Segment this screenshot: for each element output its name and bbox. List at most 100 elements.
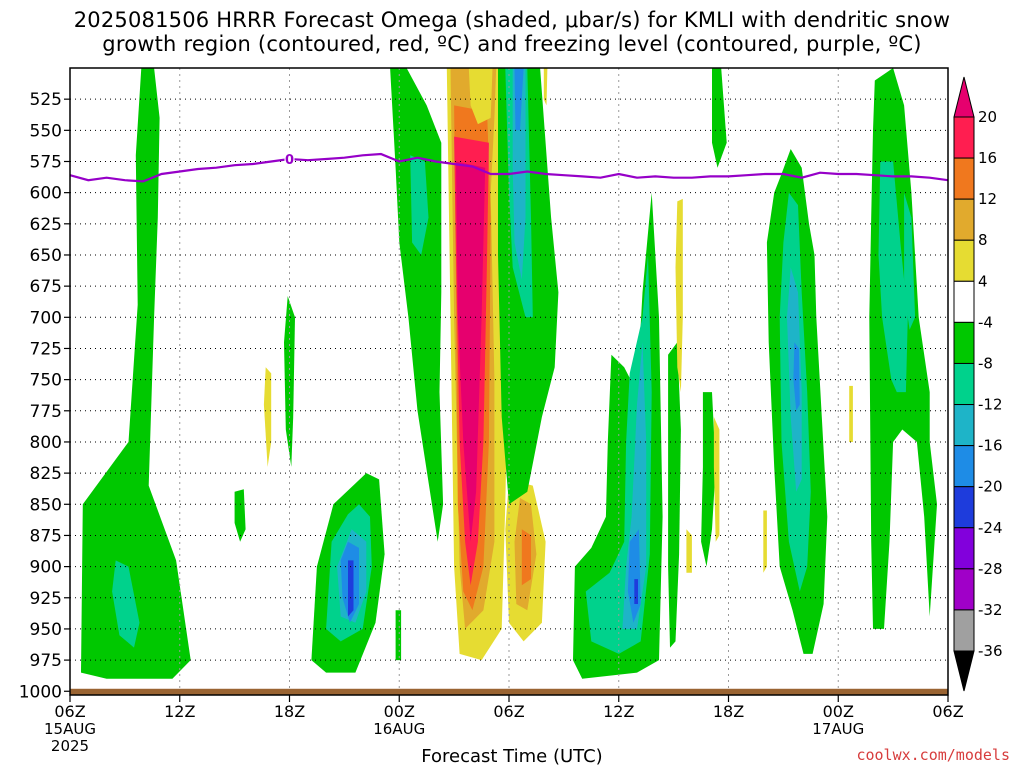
colorbar-swatch-11 — [953, 568, 975, 611]
colorbar-swatch-10 — [953, 527, 975, 570]
x-tick-label-6: 12Z — [164, 702, 195, 721]
omega-region-yellow-small-19z — [763, 510, 767, 573]
colorbar-label-1: 16 — [978, 149, 997, 167]
y-tick-label-800: 800 — [30, 433, 62, 453]
omega-region-yellow-small-17z — [263, 367, 272, 467]
y-tick-label-750: 750 — [30, 371, 62, 391]
y-tick-label-925: 925 — [30, 589, 62, 609]
omega-region-green-small-06z — [514, 410, 526, 467]
chart-title-line1: 2025081506 HRRR Forecast Omega (shaded, … — [73, 8, 951, 32]
x-tick-date-18: 16AUG — [373, 720, 425, 738]
omega-region-teal-blob-09z — [112, 560, 140, 648]
omega-region-green-col-17z-b — [701, 392, 716, 567]
omega-region-yellow-top-05z — [468, 68, 493, 125]
colorbar-swatch-8 — [953, 445, 975, 488]
y-axis: 525 550 575 600 625 650 675 700 725 750 775 800 825 8… — [19, 90, 70, 702]
colorbar-label-9: -20 — [978, 478, 1003, 496]
x-tick-label-30: 12Z — [603, 702, 634, 721]
x-tick-label-12: 18Z — [274, 702, 305, 721]
omega-region-green-blob-15z — [234, 489, 246, 542]
omega-region-dblue-dot-12z — [634, 579, 638, 604]
x-tick-label-24: 06Z — [493, 702, 524, 721]
colorbar-swatch-2 — [953, 198, 975, 241]
omega-region-yellow-dot-23z — [849, 385, 853, 442]
x-tick-label-48: 06Z — [932, 702, 963, 721]
omega-region-green-small-00z — [395, 610, 402, 661]
y-tick-label-725: 725 — [30, 339, 62, 359]
colorbar-swatch-5 — [953, 321, 975, 364]
colorbar-swatch-4 — [953, 280, 975, 323]
omega-region-yellow-col-18z — [713, 417, 720, 542]
y-tick-label-850: 850 — [30, 495, 62, 515]
colorbar-label-12: -32 — [978, 601, 1003, 619]
y-tick-label-950: 950 — [30, 620, 62, 640]
colorbar-bottom-arrow — [953, 650, 975, 692]
freezing-level-label: 0 — [285, 153, 294, 168]
y-tick-label-625: 625 — [30, 215, 62, 235]
colorbar-label-8: -16 — [978, 437, 1003, 455]
x-tick-year-0: 2025 — [51, 737, 89, 755]
y-tick-label-700: 700 — [30, 308, 62, 328]
colorbar-swatch-6 — [953, 362, 975, 406]
omega-region-teal-strip-02z — [904, 192, 916, 330]
chart-title-line2: growth region (contoured, red, ºC) and f… — [102, 32, 922, 56]
y-tick-label-575: 575 — [30, 152, 62, 172]
omega-region-green-col-01z — [390, 68, 444, 542]
freezing-level-contour: 0 — [69, 150, 949, 183]
watermark: coolwx.com/models — [856, 746, 1010, 764]
colorbar-swatch-7 — [953, 404, 975, 447]
omega-region-cyan-col-12z — [622, 342, 647, 629]
colorbar: 20 16 12 8 4 -4 -8 -12 -16 -20 -24 -28 -32 -36 — [953, 76, 1003, 692]
omega-region-yellow-tiny-08z — [543, 68, 548, 106]
x-tick-label-0: 06Z — [54, 702, 85, 721]
x-tick-label-18: 00Z — [384, 702, 415, 721]
omega-shaded-regions — [81, 68, 937, 679]
y-tick-label-1000: 1000 — [19, 682, 62, 702]
colorbar-swatch-0 — [953, 116, 975, 159]
x-axis-title: Forecast Time (UTC) — [421, 746, 603, 767]
colorbar-label-0: 20 — [978, 108, 997, 126]
colorbar-label-10: -24 — [978, 519, 1003, 537]
omega-region-yellow-small-15z — [686, 529, 692, 573]
ground-layer — [70, 688, 948, 695]
y-tick-label-675: 675 — [30, 277, 62, 297]
x-tick-date-0: 15AUG — [44, 720, 96, 738]
y-tick-label-550: 550 — [30, 121, 62, 141]
y-tick-label-650: 650 — [30, 246, 62, 266]
colorbar-swatch-1 — [953, 157, 975, 200]
grid-lines — [70, 68, 948, 695]
x-tick-label-36: 18Z — [713, 702, 744, 721]
x-tick-date-42: 17AUG — [812, 720, 864, 738]
omega-region-magenta-core-04z — [456, 161, 486, 542]
colorbar-label-4: 4 — [978, 272, 988, 290]
y-tick-label-825: 825 — [30, 464, 62, 484]
y-tick-label-875: 875 — [30, 526, 62, 546]
chart-title: 2025081506 HRRR Forecast Omega (shaded, … — [0, 8, 1024, 56]
colorbar-top-arrow — [953, 76, 975, 118]
freezing-level-label-bg — [284, 150, 295, 167]
colorbar-label-11: -28 — [978, 560, 1003, 578]
omega-region-dblue-blob-21z — [348, 560, 354, 617]
omega-region-deep-orange-blob-06z — [521, 529, 531, 586]
omega-region-green-col-17z — [712, 68, 727, 168]
omega-region-blue-col-06z — [514, 68, 524, 131]
omega-region-blue-col-20z — [793, 342, 800, 411]
colorbar-label-13: -36 — [978, 642, 1003, 660]
colorbar-label-3: 8 — [978, 231, 988, 249]
colorbar-label-5: -4 — [978, 313, 993, 331]
freezing-level-line — [69, 152, 949, 183]
colorbar-swatch-9 — [953, 486, 975, 529]
y-tick-label-600: 600 — [30, 184, 62, 204]
omega-region-green-col-14z — [668, 342, 681, 648]
colorbar-label-2: 12 — [978, 190, 997, 208]
colorbar-swatch-3 — [953, 239, 975, 282]
omega-region-green-col-10z — [81, 68, 191, 679]
y-tick-label-975: 975 — [30, 651, 62, 671]
colorbar-label-7: -12 — [978, 396, 1003, 414]
omega-region-yellow-col-15z — [675, 198, 683, 393]
ground-band — [70, 688, 948, 695]
colorbar-swatch-12 — [953, 609, 975, 652]
y-tick-label-525: 525 — [30, 90, 62, 110]
y-tick-label-900: 900 — [30, 558, 62, 578]
